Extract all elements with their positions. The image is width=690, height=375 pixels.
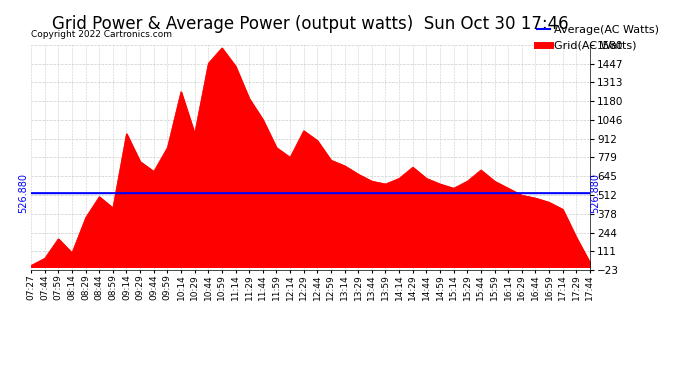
Text: Grid Power & Average Power (output watts)  Sun Oct 30 17:46: Grid Power & Average Power (output watts… — [52, 15, 569, 33]
Legend: Average(AC Watts), Grid(AC Watts): Average(AC Watts), Grid(AC Watts) — [532, 21, 664, 55]
Text: Copyright 2022 Cartronics.com: Copyright 2022 Cartronics.com — [31, 30, 172, 39]
Text: 526.880: 526.880 — [590, 173, 600, 213]
Text: 526.880: 526.880 — [18, 173, 28, 213]
